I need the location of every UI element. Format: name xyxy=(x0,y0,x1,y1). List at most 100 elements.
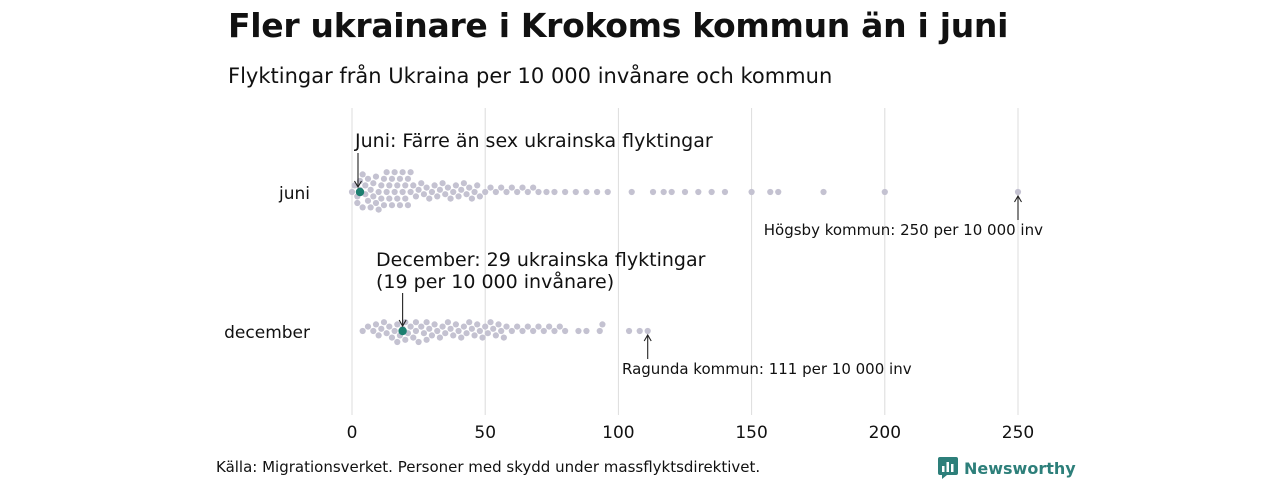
data-point-juni xyxy=(388,202,396,209)
data-point-december xyxy=(476,327,483,335)
data-point-december xyxy=(412,319,420,326)
data-point-juni xyxy=(721,188,729,196)
newsworthy-logo-text: Newsworthy xyxy=(964,458,1076,478)
data-point-december xyxy=(556,323,563,330)
data-point-december xyxy=(434,327,441,335)
data-point-december xyxy=(370,327,377,335)
data-point-juni xyxy=(367,204,374,211)
data-point-juni xyxy=(404,202,412,209)
data-point-juni xyxy=(1014,188,1022,196)
data-point-december xyxy=(431,321,438,328)
data-point-juni xyxy=(380,202,388,209)
data-point-juni xyxy=(649,188,657,196)
data-point-juni xyxy=(364,175,372,182)
data-point-juni xyxy=(524,188,531,196)
grid-lines xyxy=(351,108,1019,415)
data-point-december xyxy=(423,319,430,326)
data-point-juni xyxy=(455,193,462,200)
data-point-december xyxy=(394,338,401,346)
data-point-december xyxy=(458,334,465,341)
data-point-juni xyxy=(420,191,428,198)
data-point-juni xyxy=(354,199,361,207)
data-point-juni xyxy=(466,184,473,191)
data-point-juni xyxy=(508,184,515,191)
data-point-juni xyxy=(503,188,510,196)
data-point-december xyxy=(468,325,475,332)
data-point-december xyxy=(428,332,436,339)
data-point-juni xyxy=(396,202,404,209)
data-point-december xyxy=(596,327,603,335)
data-point-juni xyxy=(452,182,459,189)
data-point-juni xyxy=(370,180,377,187)
data-point-juni xyxy=(668,188,675,196)
data-point-juni xyxy=(583,188,590,196)
data-point-juni xyxy=(415,186,422,193)
data-point-december xyxy=(410,334,417,341)
data-point-juni xyxy=(450,188,457,196)
data-point-december xyxy=(412,327,420,335)
data-point-juni xyxy=(474,182,481,189)
data-point-juni xyxy=(820,188,827,196)
data-point-juni xyxy=(593,188,601,196)
data-point-december xyxy=(508,327,515,335)
data-point-juni xyxy=(412,193,420,200)
data-point-december xyxy=(490,325,497,332)
data-point-december xyxy=(562,327,569,335)
data-point-december xyxy=(375,332,382,339)
data-point-december xyxy=(383,330,390,337)
data-point-juni xyxy=(660,188,667,196)
data-point-december xyxy=(583,327,590,335)
data-point-december xyxy=(484,330,491,337)
data-point-juni xyxy=(572,188,579,196)
data-point-juni xyxy=(359,171,366,178)
data-point-december xyxy=(394,321,401,328)
data-point-juni xyxy=(442,191,449,198)
data-point-juni xyxy=(386,195,393,202)
data-point-december xyxy=(452,321,459,328)
data-point-juni xyxy=(370,193,377,200)
data-point-juni xyxy=(410,182,417,189)
data-point-december xyxy=(391,327,398,335)
data-point-juni xyxy=(404,175,412,182)
data-point-december xyxy=(380,319,388,326)
data-point-juni xyxy=(407,188,414,196)
data-point-juni xyxy=(439,180,446,187)
arrow-december-head xyxy=(398,319,407,328)
data-point-december xyxy=(359,327,366,335)
data-point-juni xyxy=(380,175,388,182)
data-point-december xyxy=(436,334,444,341)
data-point-juni xyxy=(487,184,494,191)
x-tick-label: 100 xyxy=(602,423,634,443)
data-point-december xyxy=(402,336,409,343)
data-point-december xyxy=(466,319,473,326)
data-points xyxy=(348,169,1022,346)
annotation-juni-max: Högsby kommun: 250 per 10 000 inv xyxy=(764,221,1043,239)
data-point-juni xyxy=(391,169,398,176)
newsworthy-logo[interactable]: Newsworthy xyxy=(938,456,1076,480)
data-point-december xyxy=(471,332,478,339)
annotation-december-max: Ragunda kommun: 111 per 10 000 inv xyxy=(622,360,912,378)
x-tick-label: 0 xyxy=(347,423,358,443)
highlight-point-december xyxy=(398,326,407,336)
data-point-juni xyxy=(399,169,406,176)
data-point-december xyxy=(442,330,449,337)
data-point-juni xyxy=(530,184,537,191)
data-point-december xyxy=(500,334,507,341)
data-point-december xyxy=(474,321,481,328)
x-tick-label: 200 xyxy=(869,423,901,443)
data-point-december xyxy=(503,323,510,330)
annotation-juni: Juni: Färre än sex ukrainska flyktingar xyxy=(354,130,713,152)
data-point-juni xyxy=(543,188,550,196)
data-point-juni xyxy=(708,188,715,196)
data-point-december xyxy=(487,319,494,326)
data-point-juni xyxy=(348,188,356,196)
arrow-juni-head xyxy=(354,180,362,189)
data-point-juni xyxy=(562,188,569,196)
data-point-december xyxy=(447,325,454,332)
data-point-juni xyxy=(396,175,404,182)
data-point-juni xyxy=(471,188,478,196)
data-point-juni xyxy=(428,188,436,196)
data-point-december xyxy=(407,323,414,330)
data-point-december xyxy=(418,323,425,330)
data-point-december xyxy=(514,323,521,330)
